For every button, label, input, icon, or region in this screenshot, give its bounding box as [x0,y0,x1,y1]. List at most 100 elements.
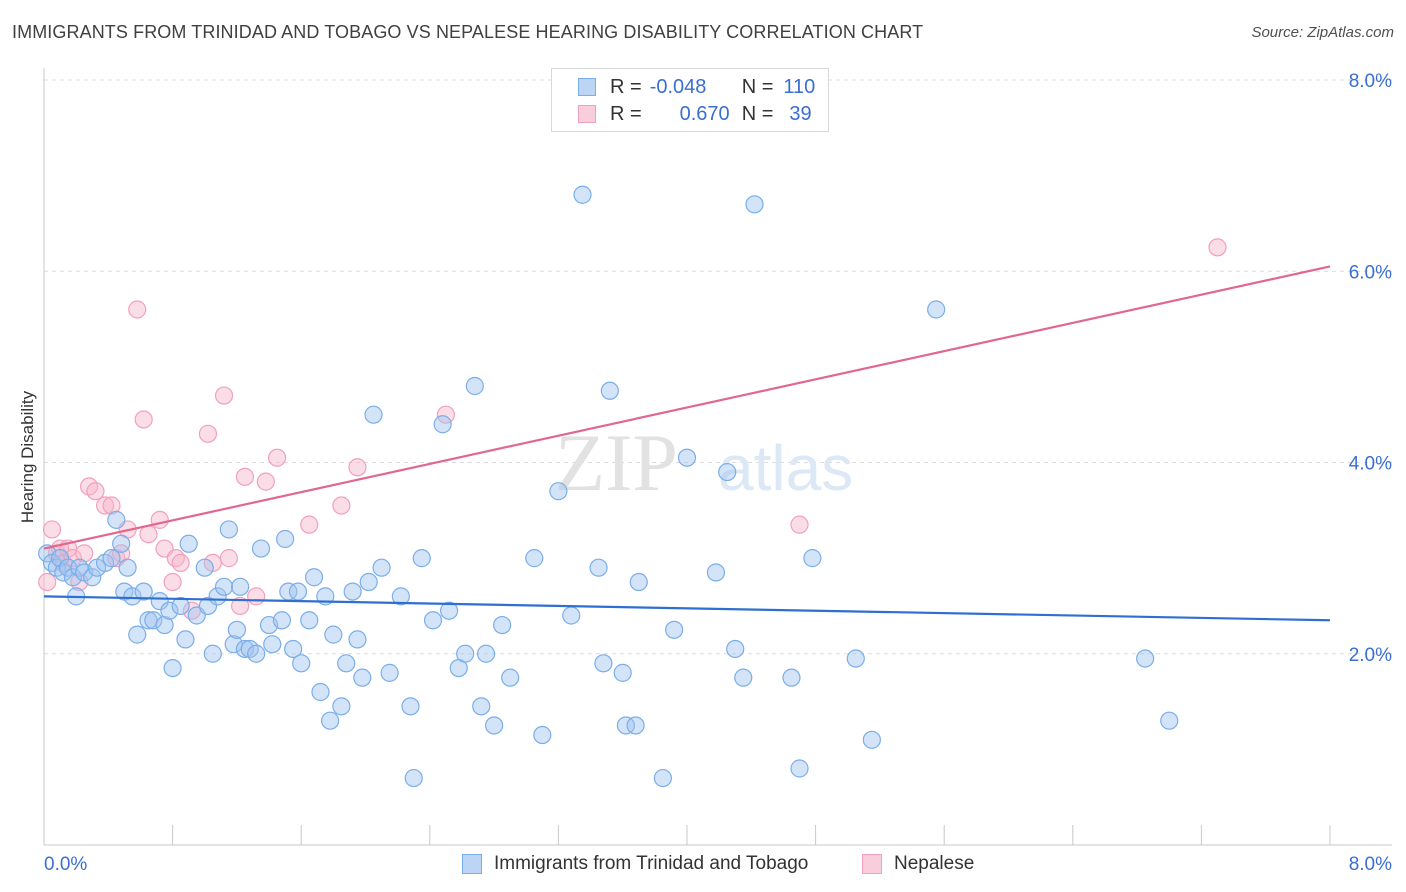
data-point [1160,711,1179,730]
watermark-zip: ZIP [555,417,678,508]
data-point [42,520,62,539]
data-point [171,553,190,573]
data-point [380,663,399,682]
data-point [613,663,632,682]
legend-r-label: R = [610,75,642,98]
data-point [321,711,340,730]
data-point [63,568,83,587]
data-point [163,658,182,678]
data-point [600,381,619,400]
data-point [198,596,218,616]
data-point [404,768,423,788]
data-point [324,625,343,644]
data-point [247,587,266,606]
data-point [102,496,121,515]
data-point [235,639,255,659]
data-point [677,448,697,467]
data-point [179,534,198,553]
data-point [214,386,234,405]
data-point [203,644,222,663]
data-point [128,625,147,644]
data-point [629,572,648,592]
data-point [300,611,319,630]
bottom-legend-label: Immigrants from Trinidad and Tobago [494,853,809,874]
y-tick-label: 4.0% [1349,454,1392,475]
data-point [251,539,271,558]
data-point [493,615,512,635]
data-point [1136,649,1155,668]
data-point [533,725,552,745]
data-point [214,577,234,596]
legend-swatch-pink [578,105,596,123]
legend-r-value: -0.048 [649,75,707,98]
data-point [176,630,195,649]
legend-n-label: N = [741,75,774,98]
data-point [128,300,147,319]
chart-title: IMMIGRANTS FROM TRINIDAD AND TOBAGO VS N… [12,22,924,42]
data-point [472,697,491,716]
data-point [726,639,745,659]
data-point [150,510,169,529]
data-point [734,668,753,687]
trend-lines [43,265,1331,622]
data-point [118,558,137,577]
data-point [525,549,544,568]
data-point [348,630,367,649]
data-point [256,472,275,491]
data-point [272,611,292,630]
data-point [75,544,94,563]
legend-row-trinidad: R = -0.048 N = 110 [578,75,815,99]
data-point [292,654,311,673]
data-point [112,534,131,553]
data-point [364,405,383,424]
data-point [227,620,246,639]
trend-line [43,265,1331,550]
data-point [163,572,182,592]
data-point [433,415,452,434]
legend-swatch-blue [578,78,596,96]
data-point [276,529,295,549]
stats-legend: R = -0.048 N = 110 R = 0.670 N = 39 [551,68,829,132]
data-point [456,644,475,663]
data-point [745,195,764,214]
data-point [86,482,105,501]
data-point [465,376,484,396]
y-axis-label: Hearing Disability [18,390,37,524]
data-point [372,558,391,577]
data-point [288,582,308,601]
data-point [353,668,372,687]
data-point [412,549,431,568]
data-point [626,716,645,735]
data-point [235,467,255,486]
data-point [337,654,356,673]
data-point [790,515,809,534]
gridlines [44,79,1392,655]
data-point [247,644,266,663]
data-point [549,482,568,501]
data-point [332,697,351,716]
data-point [102,549,121,568]
bottom-legend-swatch-pink [862,854,882,874]
data-point [862,730,881,749]
data-point [83,568,102,587]
data-point [573,185,592,204]
x-tick-label: 8.0% [1349,854,1392,875]
data-point [134,410,153,429]
data-point [665,620,684,639]
data-point [348,458,367,477]
data-point [263,635,282,654]
data-point [562,606,581,625]
data-point [803,549,822,568]
data-point [616,716,636,735]
data-point [155,615,174,635]
bottom-legend-nepalese: Nepalese [862,852,974,876]
data-point [332,496,351,515]
data-point [267,448,287,467]
data-point [311,682,330,702]
data-point [195,558,214,577]
tick-labels: 2.0% 4.0% 6.0% 8.0% 0.0% 8.0% [44,71,1392,875]
legend-r-value: 0.670 [679,102,730,125]
bottom-legend-swatch-blue [462,854,482,874]
data-point [439,601,459,620]
